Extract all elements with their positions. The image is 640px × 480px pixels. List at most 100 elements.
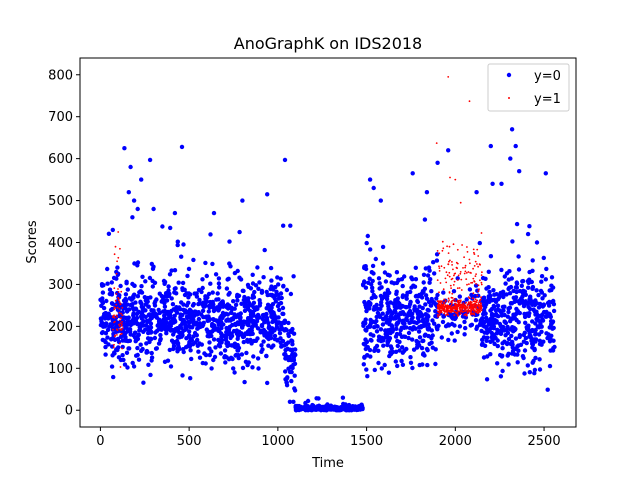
data-point <box>476 263 478 265</box>
data-point <box>443 298 445 301</box>
data-point <box>249 330 254 335</box>
data-point <box>143 302 148 307</box>
data-point <box>549 275 555 280</box>
data-point <box>245 329 251 334</box>
data-point <box>541 339 546 344</box>
data-point <box>388 315 393 320</box>
data-point <box>525 363 530 368</box>
data-point <box>123 331 128 336</box>
data-point <box>472 267 474 270</box>
data-point <box>369 338 374 343</box>
data-point <box>436 313 439 316</box>
data-point <box>232 370 237 375</box>
data-point <box>460 303 463 306</box>
data-point <box>426 308 431 313</box>
data-point <box>107 314 112 319</box>
data-point <box>352 407 357 412</box>
data-point <box>385 272 391 277</box>
data-point <box>221 304 226 309</box>
data-point <box>131 364 137 369</box>
data-point <box>462 332 467 337</box>
data-point <box>101 283 106 288</box>
data-point <box>120 338 125 343</box>
data-point <box>429 298 434 304</box>
data-point <box>150 284 155 289</box>
data-point <box>469 262 471 265</box>
data-point <box>223 335 229 340</box>
data-point <box>385 287 390 293</box>
data-point <box>452 338 457 343</box>
data-point <box>466 246 468 248</box>
data-point <box>305 398 311 404</box>
data-point <box>367 306 372 311</box>
data-point <box>159 327 164 332</box>
data-point <box>445 271 448 274</box>
data-point <box>447 297 450 300</box>
data-point <box>507 291 513 296</box>
data-point <box>188 376 193 381</box>
y-axis-label: Scores <box>25 220 40 263</box>
data-point <box>162 304 168 309</box>
data-point <box>368 247 373 252</box>
data-point <box>99 317 104 322</box>
data-point <box>191 321 196 326</box>
data-point <box>395 343 400 349</box>
data-point <box>533 337 539 342</box>
data-point <box>461 244 463 246</box>
data-point <box>143 279 148 284</box>
data-point <box>426 333 431 339</box>
y-tick-label: 200 <box>48 320 73 335</box>
data-point <box>495 307 501 312</box>
data-point <box>463 272 466 275</box>
data-point <box>232 270 238 276</box>
data-point <box>237 275 242 280</box>
data-point <box>434 258 440 263</box>
data-point <box>272 316 278 322</box>
data-point <box>374 343 380 349</box>
data-point <box>439 300 441 303</box>
data-point <box>103 310 108 316</box>
data-point <box>288 223 293 228</box>
data-point <box>230 322 235 328</box>
data-point <box>463 256 465 259</box>
data-point <box>216 308 221 313</box>
data-point <box>365 374 370 379</box>
data-point <box>525 279 531 284</box>
data-point <box>477 290 480 293</box>
y-tick-label: 700 <box>48 110 73 125</box>
data-point <box>113 321 115 324</box>
data-point <box>185 309 191 315</box>
data-point <box>109 292 115 297</box>
data-point <box>116 306 119 309</box>
data-point <box>544 331 549 336</box>
data-point <box>113 287 116 290</box>
data-point <box>205 333 210 339</box>
data-point <box>109 364 115 369</box>
data-point <box>504 271 510 276</box>
data-point <box>272 336 278 342</box>
data-point <box>458 303 461 306</box>
data-point <box>166 284 171 289</box>
data-point <box>206 309 211 314</box>
data-point <box>383 328 388 333</box>
data-point <box>485 319 491 325</box>
data-point <box>172 329 178 334</box>
data-point <box>214 297 219 302</box>
data-point <box>200 285 205 291</box>
data-point <box>428 303 434 308</box>
data-point <box>436 323 441 328</box>
data-point <box>279 344 284 349</box>
data-point <box>103 352 108 357</box>
data-point <box>186 319 191 325</box>
data-point <box>240 365 246 371</box>
legend: y=0 y=1 <box>487 63 570 112</box>
data-point <box>364 328 369 333</box>
data-point <box>200 308 206 313</box>
data-point <box>408 360 414 365</box>
data-point <box>180 373 185 378</box>
data-point <box>426 265 432 270</box>
data-point <box>379 303 384 308</box>
data-point <box>135 260 141 265</box>
data-point <box>537 338 543 343</box>
data-point <box>394 291 399 297</box>
